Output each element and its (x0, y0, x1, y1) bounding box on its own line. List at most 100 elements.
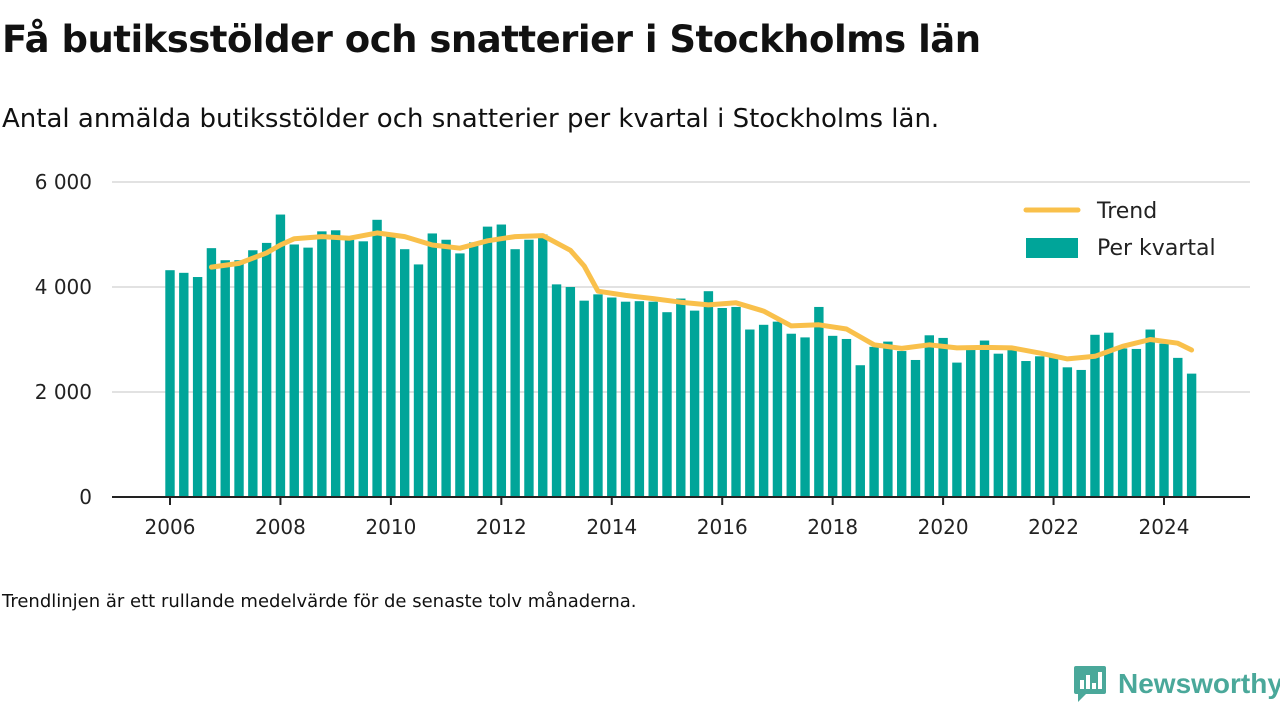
bar (1090, 334, 1100, 497)
x-tick-label: 2014 (586, 515, 637, 539)
bar (179, 272, 189, 497)
bar (1007, 350, 1017, 497)
bar (206, 248, 217, 497)
bar (275, 214, 286, 498)
bar (910, 359, 921, 497)
bar (841, 338, 852, 497)
bar (1117, 348, 1128, 497)
bar (648, 301, 658, 497)
x-tick-label: 2010 (365, 515, 416, 539)
bar (814, 306, 824, 497)
bar (731, 306, 741, 497)
bar (703, 291, 714, 497)
x-tick-label: 2020 (918, 515, 969, 539)
bar (966, 346, 976, 497)
bar (317, 231, 327, 497)
bar (993, 353, 1004, 497)
bar (786, 333, 796, 497)
bar (303, 247, 313, 497)
newsworthy-logo-icon (1074, 666, 1106, 702)
bar (772, 321, 783, 497)
bar (869, 346, 879, 497)
bar (938, 337, 948, 497)
chart-title: Få butiksstölder och snatterier i Stockh… (2, 18, 981, 61)
bar (883, 341, 893, 497)
bar (482, 226, 493, 497)
trend-line (208, 230, 1195, 362)
bar (1048, 355, 1059, 497)
x-tick-label: 2024 (1139, 515, 1190, 539)
bar (1076, 369, 1086, 497)
bar (1186, 373, 1197, 497)
bar (634, 301, 645, 497)
newsworthy-logo: Newsworthy (1072, 664, 1280, 704)
bar (427, 233, 437, 497)
bar (220, 260, 230, 497)
bar (455, 253, 465, 497)
bar (510, 249, 520, 497)
x-tick-label: 2016 (697, 515, 748, 539)
bar (593, 294, 603, 497)
bar (1062, 367, 1073, 497)
bar (1159, 343, 1169, 497)
bar (538, 234, 548, 497)
bar (358, 241, 368, 497)
bar (344, 239, 355, 497)
bar (745, 329, 755, 497)
bar (1021, 361, 1031, 497)
legend-bar-label: Per kvartal (1097, 236, 1216, 261)
trend-series (208, 230, 1195, 362)
axes: 0 2 000 4 000 6 000 2006 2008 2010 2012 2014 2016… (35, 170, 1250, 539)
y-tick-label: 2 000 (35, 380, 92, 404)
bar (400, 249, 410, 497)
bar (662, 312, 672, 497)
bar (924, 335, 934, 497)
chart-subtitle: Antal anmälda butiksstölder och snatteri… (2, 104, 940, 134)
bar (800, 337, 810, 497)
bar (1131, 348, 1142, 497)
bar (579, 300, 589, 497)
bar (551, 284, 562, 497)
bar (289, 244, 299, 497)
bar (1145, 329, 1155, 497)
footnote: Trendlinjen är ett rullande medelvärde f… (2, 591, 637, 612)
legend-trend-label: Trend (1096, 199, 1157, 224)
x-tick-label: 2008 (255, 515, 306, 539)
bar (607, 297, 617, 497)
bar (855, 365, 865, 497)
bar (386, 234, 396, 497)
bar (676, 298, 686, 497)
bar (234, 260, 244, 497)
bar (1035, 356, 1045, 497)
bar (620, 301, 631, 497)
y-tick-label: 6 000 (35, 170, 92, 194)
bar-series (165, 214, 1197, 498)
legend: Trend Per kvartal (1023, 199, 1216, 261)
x-tick-label: 2012 (476, 515, 527, 539)
legend-bar-swatch (1026, 238, 1078, 258)
bar (689, 310, 700, 497)
bar (192, 277, 203, 497)
bar (372, 219, 382, 498)
bar (758, 324, 769, 497)
bar (979, 340, 990, 497)
bar (441, 239, 451, 497)
bar (897, 351, 907, 497)
bar (330, 230, 341, 498)
bar (165, 270, 175, 497)
bar (496, 224, 507, 497)
y-tick-label: 4 000 (35, 275, 92, 299)
bar (413, 264, 424, 497)
bar (248, 250, 258, 497)
bar (524, 239, 534, 497)
bar (717, 308, 727, 497)
bar (1104, 332, 1114, 497)
bar (565, 287, 576, 497)
bar (469, 242, 479, 497)
y-tick-label: 0 (79, 485, 92, 509)
brand-name: Newsworthy (1118, 668, 1280, 699)
x-tick-label: 2022 (1028, 515, 1079, 539)
x-tick-label: 2006 (145, 515, 196, 539)
bar (827, 335, 838, 497)
x-tick-label: 2018 (807, 515, 858, 539)
